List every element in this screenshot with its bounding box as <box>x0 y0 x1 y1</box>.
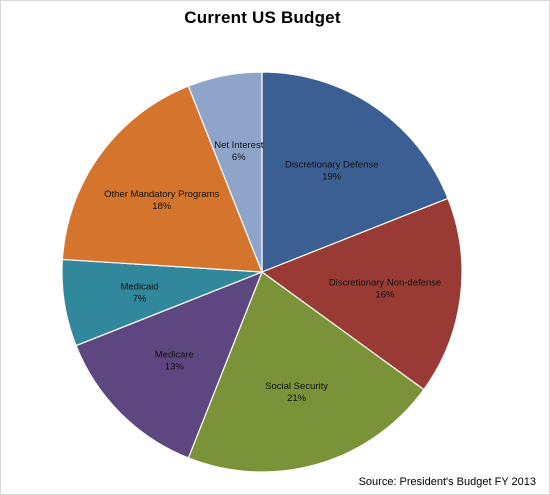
slice-percent-label: 16% <box>375 290 395 301</box>
slice-percent-label: 18% <box>152 201 172 212</box>
slice-percent-label: 13% <box>165 362 185 373</box>
chart-source-note: Source: President's Budget FY 2013 <box>358 476 536 488</box>
slice-label: Medicare <box>155 350 194 361</box>
slice-label: Discretionary Non-defense <box>329 278 441 289</box>
slice-label: Net Interest <box>214 140 263 151</box>
slice-label: Social Security <box>265 381 328 392</box>
slice-percent-label: 21% <box>287 393 307 404</box>
pie-slice-discretionary-non-defense <box>260 197 463 391</box>
pie-slice-discretionary-defense <box>261 71 449 273</box>
slice-label: Medicaid <box>120 281 158 292</box>
pie-slice-other-mandatory-programs <box>61 85 263 273</box>
slice-percent-label: 19% <box>322 171 342 182</box>
pie-slice-social-security <box>187 271 425 473</box>
chart-title: Current US Budget <box>184 8 341 27</box>
slice-percent-label: 7% <box>133 293 147 304</box>
slice-percent-label: 6% <box>232 152 246 163</box>
slice-label: Discretionary Defense <box>285 159 378 170</box>
slice-label: Other Mandatory Programs <box>104 189 219 200</box>
pie-slice-medicare <box>75 270 264 459</box>
pie-slice-net-interest <box>187 71 263 273</box>
